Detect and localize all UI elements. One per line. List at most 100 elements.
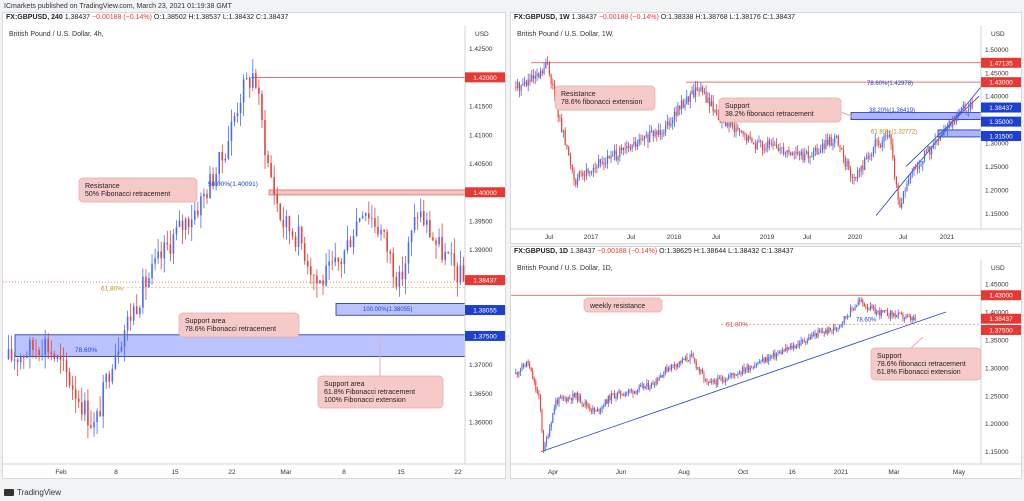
candle-body [203, 193, 205, 197]
candle-body [352, 236, 355, 248]
chart-1w[interactable]: British Pound / U.S. Dollar, 1W, USD 1.500… [511, 26, 1021, 243]
candle-body [959, 111, 961, 113]
candle-body [647, 134, 649, 143]
candle-body [87, 400, 89, 426]
candle-body [601, 406, 603, 410]
candle-body [649, 130, 651, 143]
candle-body [22, 356, 25, 358]
candle-body [581, 402, 583, 404]
candle-body [943, 130, 945, 135]
candle-body [544, 443, 546, 451]
candle-body [805, 341, 807, 343]
candle-body [554, 85, 556, 97]
chart-panel-4h[interactable]: FX:GBPUSD, 240 1.38437 −0.00188 (−0.14%)… [2, 12, 506, 479]
candle-body [519, 370, 521, 373]
candle-body [760, 141, 762, 142]
candle-body [81, 401, 83, 415]
candle-body [539, 396, 541, 410]
candle-body [640, 385, 642, 387]
candle-body [564, 130, 566, 145]
candle-body [804, 154, 806, 161]
candle-body [438, 237, 440, 245]
candle-body [585, 169, 587, 177]
candle-body [848, 316, 850, 318]
callout-support-786-text: 78.6% Fibonacci retracement [185, 326, 276, 333]
close-value: 1.38437 [768, 248, 794, 255]
candle-body [962, 104, 964, 108]
candle-body [729, 375, 731, 377]
chart-title: British Pound / U.S. Dollar, 4h, [9, 31, 104, 38]
y-tick-label: 1.30000 [985, 365, 1009, 372]
tradingview-logo-icon [4, 489, 14, 496]
candle-body [595, 410, 597, 412]
candle-body [620, 147, 623, 151]
x-tick-label: Jul [712, 234, 721, 241]
candle-body [843, 316, 845, 323]
candle-body [549, 427, 551, 437]
candle-body [631, 144, 633, 150]
candle-body [774, 144, 776, 146]
candle-body [545, 62, 547, 69]
candle-body [643, 384, 645, 389]
candle-body [890, 134, 892, 145]
x-tick-label: Jun [616, 469, 627, 476]
chart-panel-1d[interactable]: FX:GBPUSD, 1D 1.38437 −0.00188 (−0.14%) … [510, 246, 1022, 479]
candle-body [531, 75, 533, 82]
candle-body [732, 373, 734, 375]
candle-body [542, 431, 545, 451]
candle-body [612, 154, 614, 157]
candle-body [328, 261, 330, 266]
candle-body [306, 260, 309, 267]
candle-body [819, 330, 821, 333]
candle-body [717, 377, 719, 385]
candle-body [148, 278, 150, 288]
candle-body [664, 367, 666, 373]
candle-body [891, 311, 893, 316]
candle-body [866, 307, 868, 309]
candle-body [859, 300, 861, 302]
candle-body [598, 408, 600, 412]
candle-body [900, 313, 902, 314]
price-tag-label: 1.38437 [989, 316, 1013, 323]
candle-body [172, 234, 175, 254]
price-tag [981, 57, 1021, 68]
x-tick-label: Jul [545, 234, 554, 241]
candle-body [401, 271, 404, 280]
candle-body [599, 159, 602, 163]
candle-body [590, 409, 592, 412]
candle-body [876, 311, 878, 315]
candle-body [620, 390, 622, 395]
candle-body [580, 172, 582, 173]
chart-panel-1w[interactable]: FX:GBPUSD, 1W 1.38437 −0.00188 (−0.14%) … [510, 12, 1022, 244]
price-tag-label: 1.47135 [989, 60, 1013, 67]
resistance-band [268, 189, 466, 196]
candle-body [752, 367, 754, 369]
candle-body [135, 306, 138, 315]
candle-body [783, 350, 785, 352]
candle-body [218, 152, 221, 175]
candle-body [654, 384, 656, 386]
candle-body [606, 399, 608, 404]
candle-body [714, 110, 716, 112]
candle-body [649, 387, 651, 389]
candle-body [735, 127, 737, 132]
fib-786-label: 78.60% [856, 317, 877, 323]
candle-body [955, 114, 957, 123]
candle-body [586, 401, 588, 406]
candle-body [561, 397, 563, 399]
chart-1d[interactable]: British Pound / U.S. Dollar, 1D, USD 1.450… [511, 260, 1021, 478]
candle-body [589, 407, 591, 410]
candle-body [525, 81, 528, 86]
chart-4h[interactable]: British Pound / U.S. Dollar, 4h, USD 1.425… [3, 26, 505, 478]
candle-body [583, 403, 585, 405]
candle-body [871, 154, 873, 157]
candle-body [897, 184, 899, 200]
x-tick-label: Aug [678, 469, 690, 476]
candle-body [273, 177, 275, 195]
candle-body [7, 349, 10, 359]
candle-body [93, 422, 95, 428]
candle-body [282, 220, 285, 228]
candle-body [694, 87, 697, 98]
candle-body [626, 392, 628, 394]
candle-body [797, 151, 799, 154]
